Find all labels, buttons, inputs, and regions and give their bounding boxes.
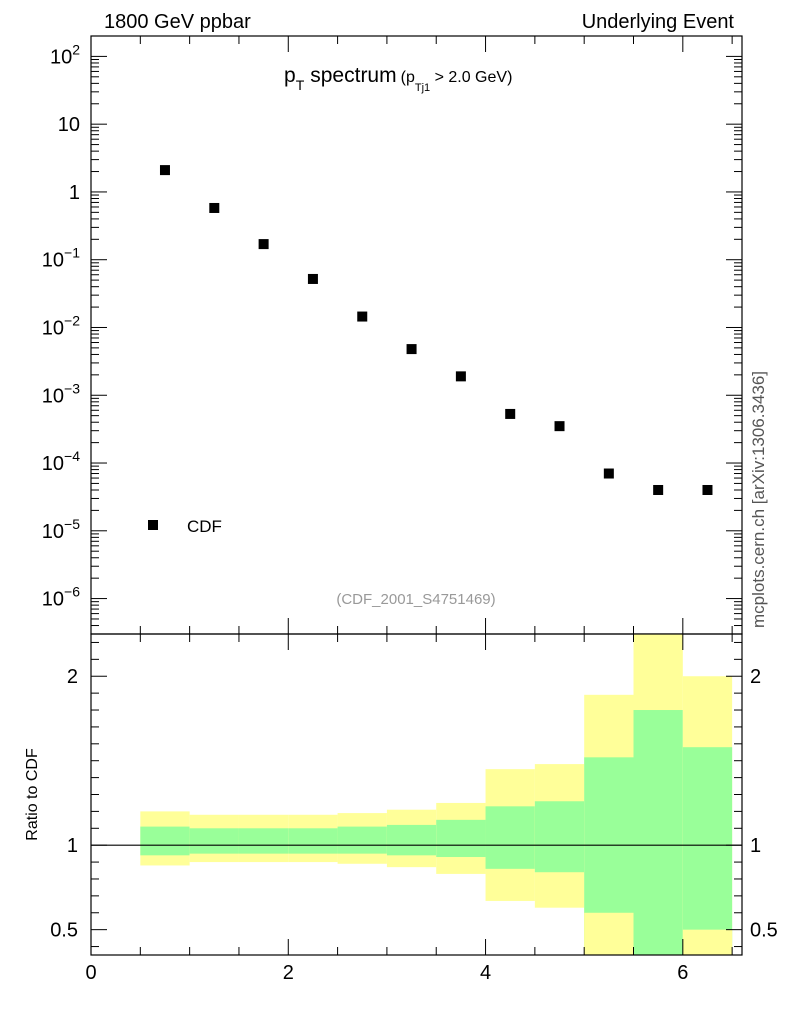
main-ytick-label-1: 10: [58, 114, 80, 136]
ratio-panel: 0 2 4 6 0.5 0.5 1 1 2 2 Ratio to CDF: [24, 633, 778, 984]
title-sub-t: T: [296, 77, 305, 93]
title-cut-sub: Tj1: [415, 82, 430, 94]
main-title: pT spectrum (pTj1 > 2.0 GeV): [284, 64, 512, 94]
data-point-9: [603, 468, 614, 479]
ratio-xtick-label-0: 0: [85, 962, 96, 984]
analysis-id: (CDF_2001_S4751469): [336, 591, 495, 608]
main-frame: [90, 35, 743, 635]
title-p: p: [284, 64, 296, 87]
main-ytick-label-8: 10−6: [42, 584, 80, 611]
main-ytick-label-0: 102: [50, 41, 80, 68]
ratio-ytick-label-right-2: 2: [750, 666, 761, 688]
header-right: Underlying Event: [582, 11, 735, 33]
inner-band-10: [633, 710, 683, 955]
legend-label: CDF: [187, 517, 222, 536]
data-point-2: [258, 239, 269, 250]
data-point-5: [406, 344, 417, 355]
title-cut-rest: > 2.0 GeV): [430, 69, 512, 86]
main-ytick-label-5: 10−3: [42, 380, 80, 407]
ratio-ytick-label-right-1: 1: [750, 835, 761, 857]
inner-band-1: [189, 828, 239, 854]
ratio-ytick-label-left-1: 1: [67, 835, 78, 857]
inner-band-3: [288, 828, 338, 854]
ratio-ylabel: Ratio to CDF: [24, 748, 41, 841]
data-point-6: [455, 371, 466, 382]
ratio-xtick-label-3: 6: [677, 962, 688, 984]
side-label: mcplots.cern.ch [arXiv:1306.3436]: [749, 371, 768, 628]
data-point-0: [159, 165, 170, 176]
main-ytick-label-2: 1: [69, 182, 80, 204]
inner-band-4: [337, 826, 387, 854]
main-ytick-label-6: 10−4: [42, 448, 80, 475]
legend-marker: [148, 520, 158, 530]
title-cut-open: (p: [401, 69, 415, 86]
ratio-xtick-label-1: 2: [283, 962, 294, 984]
inner-band-6: [436, 819, 486, 858]
ratio-ytick-label-left-2: 2: [67, 666, 78, 688]
header-left: 1800 GeV ppbar: [104, 11, 251, 33]
data-point-3: [307, 273, 318, 284]
ratio-ytick-label-left-0: 0.5: [50, 920, 78, 942]
main-panel: 102 10 1 10−1 10−2 10−3 10−4 10−5 10−6 CDF: [42, 35, 743, 635]
ratio-xtick-label-2: 4: [480, 962, 491, 984]
inner-band-8: [534, 801, 585, 873]
data-point-1: [209, 202, 220, 213]
inner-band-2: [238, 828, 289, 854]
outer-low-band-9: [584, 912, 634, 955]
data-point-10: [653, 484, 664, 495]
data-point-8: [554, 421, 565, 432]
outer-low-band-11: [682, 929, 733, 955]
main-ytick-label-4: 10−2: [42, 312, 80, 339]
ratio-ytick-label-right-0: 0.5: [750, 920, 778, 942]
inner-band-0: [140, 826, 190, 856]
inner-band-7: [485, 806, 535, 869]
data-point-7: [505, 408, 516, 419]
data-point-4: [357, 311, 368, 322]
main-ytick-label-7: 10−5: [42, 516, 80, 543]
main-ytick-label-3: 10−1: [42, 245, 80, 272]
inner-band-11: [682, 747, 733, 955]
data-point-11: [702, 484, 713, 495]
title-word: spectrum: [310, 64, 396, 87]
inner-band-5: [386, 824, 437, 856]
